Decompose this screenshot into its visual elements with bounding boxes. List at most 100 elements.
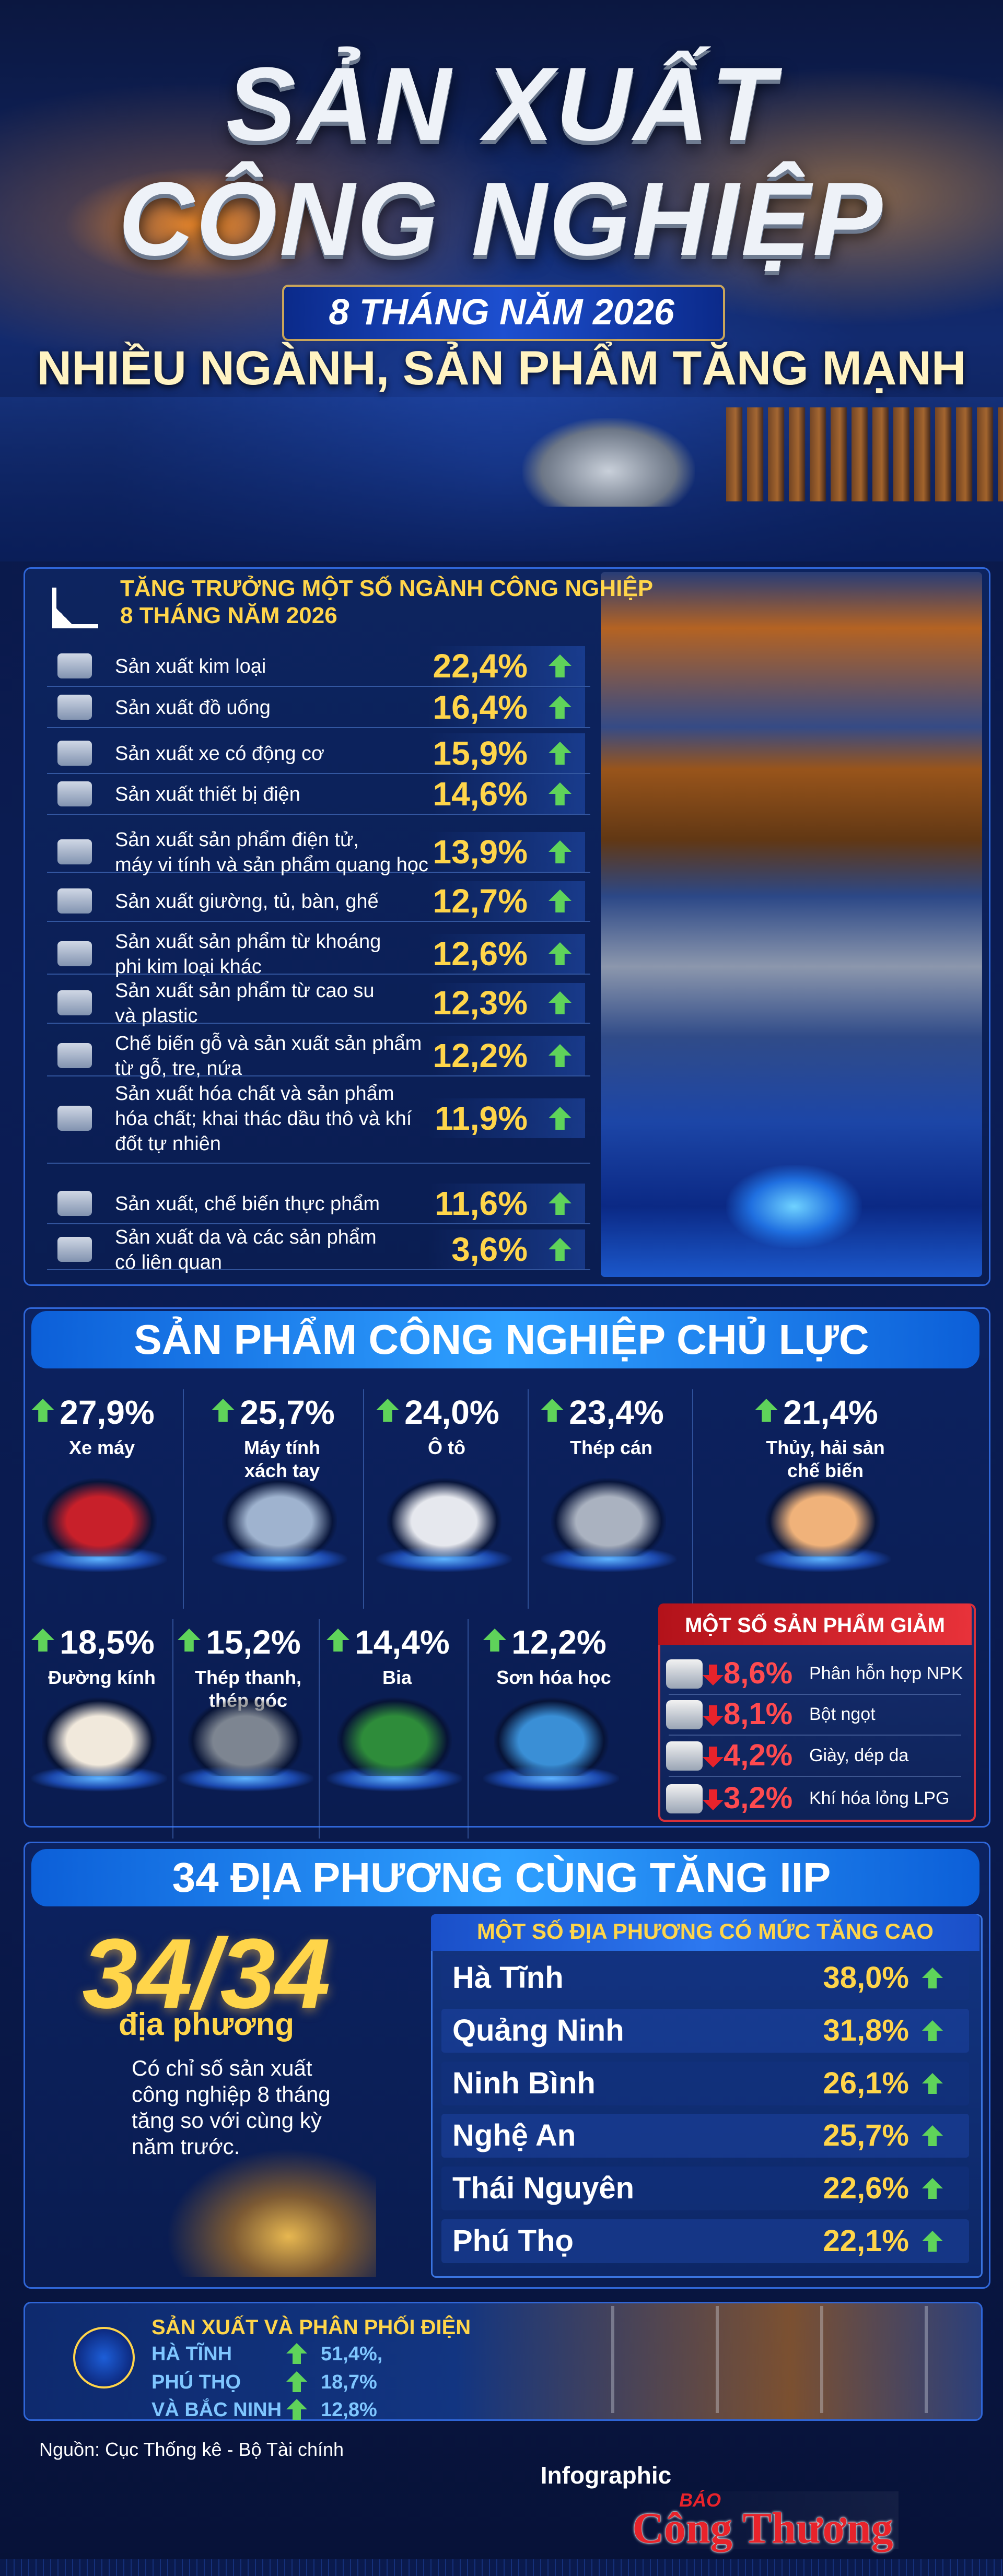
locality-name: Thái Nguyên [452, 2171, 635, 2205]
electricity-name: HÀ TĨNH [151, 2343, 232, 2365]
row-separator [47, 773, 590, 774]
industry-icon [57, 990, 92, 1015]
decrease-label: Phân hỗn hợp NPK [809, 1664, 963, 1683]
arrow-shape [549, 889, 572, 912]
up-arrow [922, 2178, 943, 2199]
localities-banner [31, 1849, 979, 1906]
product-label: Xe máy [68, 1437, 135, 1458]
up-arrow [549, 942, 572, 965]
tagline: NHIỀU NGÀNH, SẢN PHẨM TĂNG MẠNH [37, 342, 966, 395]
up-arrow [541, 1399, 564, 1422]
up-arrow [286, 2343, 307, 2364]
arrow-shape [178, 1629, 201, 1652]
industry-value: 13,9% [433, 833, 528, 871]
locality-value: 38,0% [823, 1961, 909, 1995]
product-image [551, 1478, 666, 1556]
industry-label: Chế biến gỗ và sản xuất sản phẩm [115, 1033, 422, 1055]
bottom-strip [0, 2559, 1003, 2576]
up-arrow [549, 1238, 572, 1261]
arrow-shape [541, 1399, 564, 1422]
period-ribbon [282, 285, 725, 341]
power-tower-image [549, 2306, 972, 2413]
row-separator [47, 1023, 590, 1024]
product-value: 18,5% [60, 1623, 155, 1661]
growth-icon [52, 588, 98, 628]
industry-icon [57, 888, 92, 914]
industry-label: Sản xuất sản phẩm từ khoáng [115, 931, 381, 953]
industry-label: phi kim loại khác [115, 956, 262, 978]
up-arrow [549, 654, 572, 677]
product-value: 21,4% [783, 1394, 878, 1431]
industry-label: và plastic [115, 1005, 198, 1027]
locality-row [441, 2009, 969, 2053]
arrow-shape [549, 696, 572, 719]
product-image [222, 1478, 337, 1556]
industry-value: 14,6% [433, 775, 528, 813]
electricity-value: 18,7% [321, 2371, 377, 2393]
up-arrow [755, 1399, 778, 1422]
industry-value: 15,9% [433, 734, 528, 772]
arrow-shape [922, 2231, 943, 2252]
product-image [765, 1478, 880, 1556]
product-value: 15,2% [206, 1623, 301, 1661]
product-label: Bia [382, 1667, 412, 1688]
industry-icon [57, 1106, 92, 1131]
locality-value: 26,1% [823, 2066, 909, 2100]
locality-table [431, 1914, 983, 2278]
industry-icon [57, 1043, 92, 1068]
bolt-icon [73, 2327, 135, 2388]
product-label: Sơn hóa học [496, 1667, 611, 1688]
industry-icon [57, 695, 92, 720]
electricity-panel [24, 2302, 983, 2421]
big-label: địa phương [118, 2007, 295, 2042]
row-separator [47, 872, 590, 873]
industry-label: đốt tự nhiên [115, 1133, 221, 1155]
period: 8 THÁNG NĂM 2026 [329, 291, 674, 332]
locality-table-title: MỘT SỐ ĐỊA PHƯƠNG CÓ MỨC TĂNG CAO [477, 1919, 934, 1943]
industry-image-panel [601, 572, 982, 1277]
locality-name: Quảng Ninh [452, 2013, 624, 2047]
product-label: Máy tính [243, 1437, 321, 1458]
industry-label: từ gỗ, tre, nứa [115, 1058, 242, 1080]
product-label: Thủy, hải sản [766, 1437, 885, 1458]
industry-value: 11,9% [435, 1099, 528, 1137]
locality-value: 22,1% [823, 2224, 909, 2258]
up-arrow [31, 1629, 54, 1652]
product-image [42, 1478, 157, 1556]
product-value: 23,4% [569, 1394, 664, 1431]
up-arrow [549, 1192, 572, 1215]
product-image [337, 1697, 452, 1776]
arrow-shape [549, 942, 572, 965]
up-arrow [922, 2125, 943, 2146]
column-divider [183, 1389, 184, 1609]
locality-name: Ninh Bình [452, 2066, 596, 2100]
row-separator [47, 727, 590, 728]
decrease-icon [666, 1700, 703, 1729]
column-divider [319, 1619, 320, 1839]
row-separator [47, 921, 590, 922]
up-arrow [178, 1629, 201, 1652]
decrease-label: Giày, dép da [809, 1746, 909, 1765]
industry-icon [57, 1237, 92, 1262]
decrease-separator [669, 1694, 961, 1695]
up-arrow [549, 991, 572, 1014]
industry-value: 22,4% [433, 647, 528, 685]
down-arrow [703, 1705, 724, 1726]
up-arrow [922, 2020, 943, 2041]
row-separator [47, 974, 590, 975]
up-arrow [549, 1107, 572, 1130]
row-separator [47, 1223, 590, 1224]
industry-icon [57, 741, 92, 766]
decrease-separator [669, 1735, 961, 1736]
industry-value: 12,7% [433, 882, 528, 920]
up-arrow [549, 696, 572, 719]
infographic-label: Infographic [540, 2462, 672, 2489]
arrow-shape [703, 1665, 724, 1685]
industry-label: Sản xuất, chế biến thực phẩm [115, 1193, 380, 1215]
decrease-value: 3,2% [724, 1781, 793, 1815]
industry-label: Sản xuất thiết bị điện [115, 783, 300, 805]
title-line-2: CÔNG NGHIỆP [118, 161, 885, 277]
row-separator [47, 1163, 590, 1164]
locality-description: tăng so với cùng kỳ [132, 2108, 322, 2133]
title-line-1: SẢN XUẤT [226, 46, 777, 162]
